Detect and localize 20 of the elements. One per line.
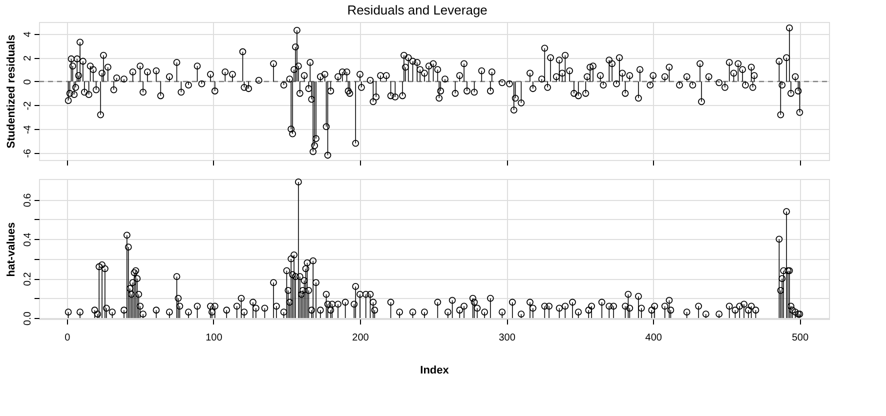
y-tick-label: 4 [22,31,34,38]
y-tick-label: 2 [22,54,34,61]
y-tick-label: 0 [22,78,34,85]
y-tick-label: 0.6 [22,192,34,208]
y-tick-label: 0.4 [22,232,34,247]
x-tick-label: 500 [792,332,809,344]
x-tick-label: 100 [206,332,223,344]
y-tick-label: -2 [22,100,34,110]
x-tick-label: 300 [498,332,516,344]
x-tick-label: 200 [352,332,370,344]
x-tick-label: 400 [645,332,662,344]
y-tick-label: -6 [22,148,34,158]
x-axis-title: Index [420,364,450,376]
y-axis-title: hat-values [6,222,18,277]
y-tick-label: 0.2 [22,272,34,286]
y-tick-label: 0.0 [22,311,34,326]
y-tick-label: -4 [22,124,34,134]
x-tick-label: 0 [64,332,71,344]
y-axis-title: Studentized residuals [6,34,18,148]
chart-title: Residuals and Leverage [347,2,488,18]
